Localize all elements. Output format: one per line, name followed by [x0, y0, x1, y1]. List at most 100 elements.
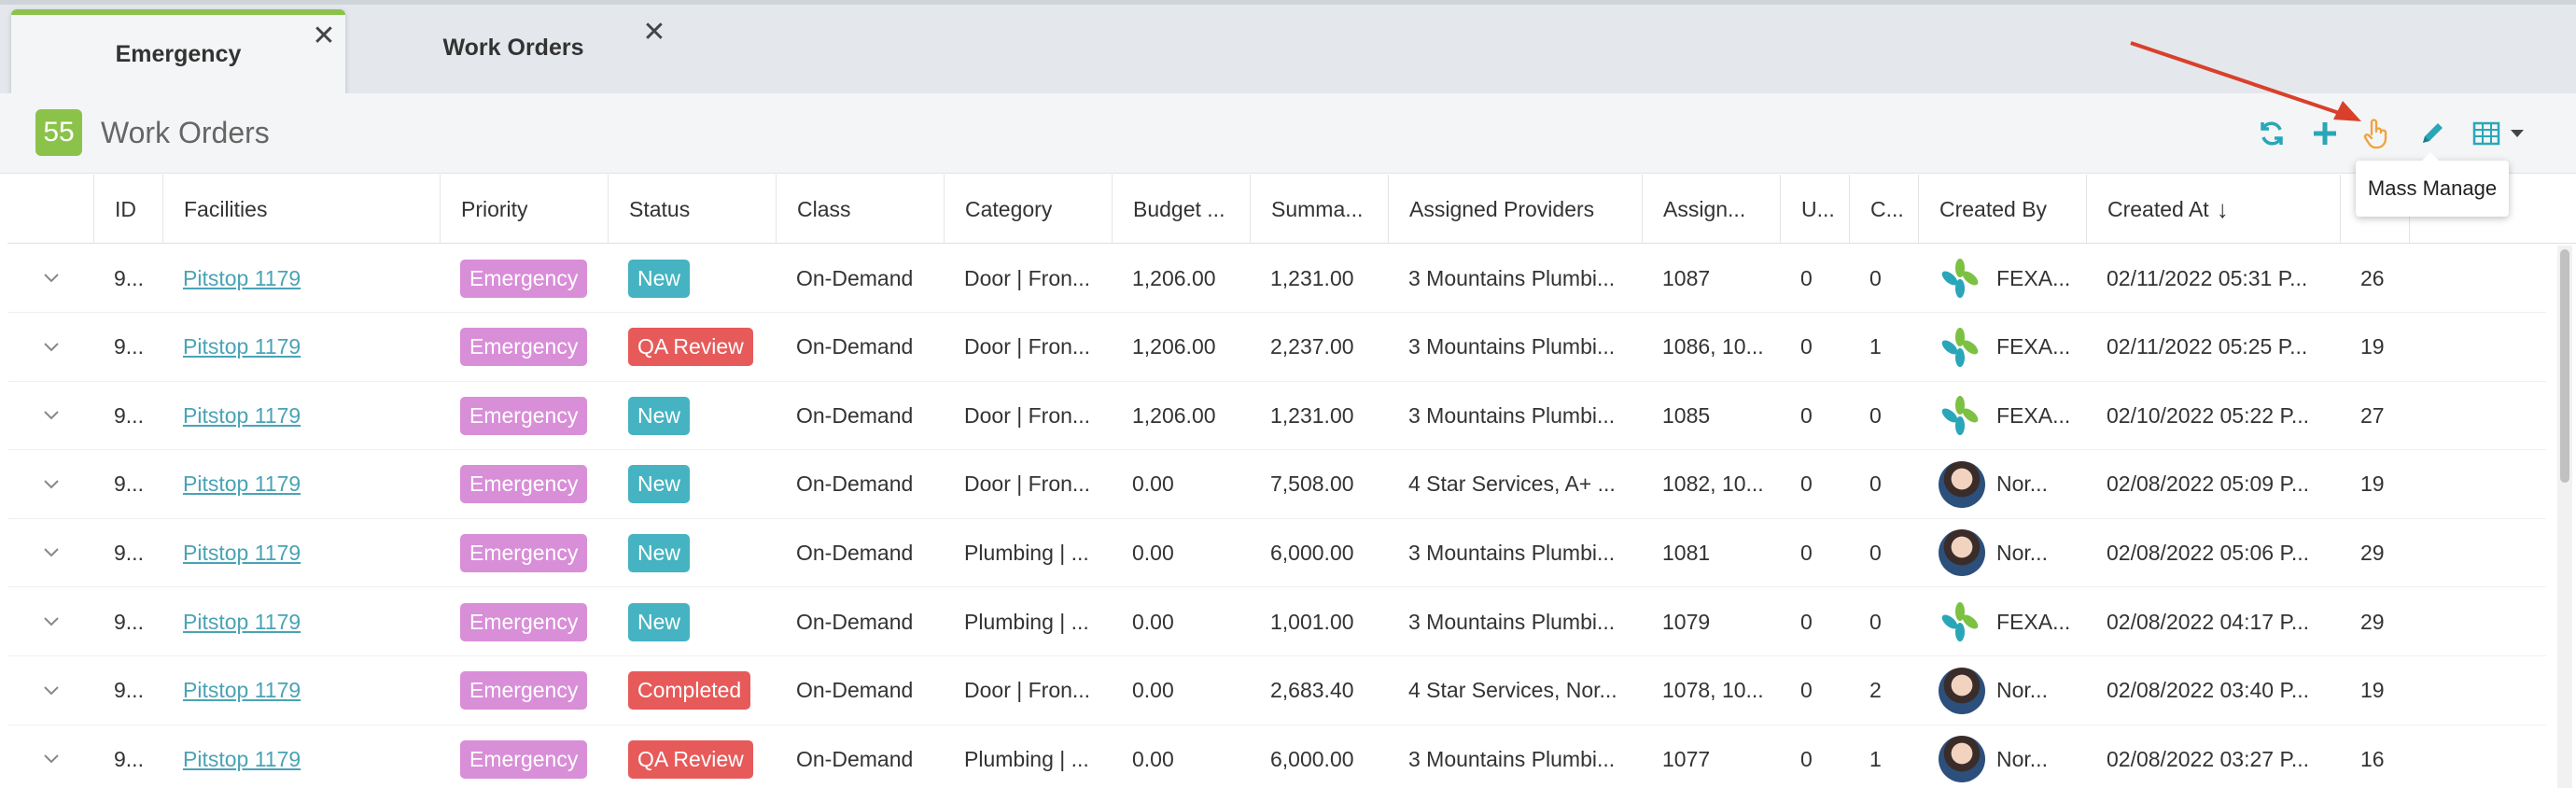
cell-id: 9... [114, 402, 144, 428]
grid-icon[interactable] [2471, 116, 2502, 151]
column-header-assign[interactable]: Assign... [1642, 175, 1780, 244]
facility-link[interactable]: Pitstop 1179 [183, 471, 301, 497]
facility-link[interactable]: Pitstop 1179 [183, 746, 301, 771]
plus-icon[interactable] [2307, 116, 2343, 151]
column-header-created-at[interactable]: Created At ↓ [2086, 175, 2340, 244]
chevron-down-icon[interactable] [7, 381, 93, 450]
cell-summary: 1,231.00 [1270, 265, 1354, 290]
chevron-down-icon[interactable] [7, 244, 93, 313]
table-row[interactable]: 9... Pitstop 1179 Emergency New On-Demand Doo… [7, 381, 2546, 451]
chevron-down-icon[interactable] [7, 313, 93, 382]
mass-manage-tooltip: Mass Manage [2356, 152, 2509, 217]
chevron-down-icon[interactable] [7, 656, 93, 725]
tab-work-orders[interactable]: Work Orders ✕ [373, 9, 666, 86]
tab-bar: Emergency ✕ Work Orders ✕ [0, 5, 2576, 93]
cell-d: 19 [2360, 471, 2385, 497]
column-header-budget[interactable]: Budget ... [1112, 175, 1250, 244]
cell-c: 1 [1869, 334, 1882, 359]
cell-priority: Emergency [440, 518, 608, 587]
facility-link[interactable]: Pitstop 1179 [183, 609, 301, 634]
cell-providers: 4 Star Services, A+ ... [1408, 471, 1616, 497]
tab-emergency[interactable]: Emergency ✕ [11, 9, 345, 93]
chevron-down-icon[interactable] [7, 450, 93, 519]
chevron-down-icon[interactable] [7, 518, 93, 587]
column-header-summary[interactable]: Summa... [1250, 175, 1388, 244]
cell-class: On-Demand [796, 402, 914, 428]
cell-priority: Emergency [440, 244, 608, 313]
cell-status: New [608, 518, 776, 587]
caret-down-icon[interactable] [2506, 116, 2528, 151]
cell-summary: 1,001.00 [1270, 609, 1354, 634]
table-row[interactable]: 9... Pitstop 1179 Emergency QA Review On-Dem… [7, 313, 2546, 382]
sort-down-icon[interactable]: ↓ [2216, 194, 2229, 223]
cell-summary: 2,237.00 [1270, 334, 1354, 359]
cell-providers: 3 Mountains Plumbi... [1408, 609, 1616, 634]
cell-u: 0 [1800, 746, 1813, 771]
cell-facility: Pitstop 1179 [162, 587, 440, 656]
table-row[interactable]: 9... Pitstop 1179 Emergency New On-Demand Plu… [7, 587, 2546, 656]
cell-priority: Emergency [440, 587, 608, 656]
hand-pointer-icon[interactable] [2359, 116, 2394, 151]
facility-link[interactable]: Pitstop 1179 [183, 265, 301, 290]
priority-badge: Emergency [460, 465, 588, 504]
cell-providers: 3 Mountains Plumbi... [1408, 334, 1616, 359]
cell-u: 0 [1800, 678, 1813, 703]
facility-link[interactable]: Pitstop 1179 [183, 334, 301, 359]
cell-category: Door | Fron... [964, 334, 1091, 359]
column-header-u[interactable]: U... [1780, 175, 1849, 244]
status-badge: New [628, 259, 691, 298]
cell-id: 9... [114, 609, 144, 634]
cell-created-at: 02/11/2022 05:31 P... [2107, 265, 2308, 290]
table-row[interactable]: 9... Pitstop 1179 Emergency QA Review On-Dem… [7, 725, 2546, 788]
cell-category: Plumbing | ... [964, 746, 1089, 771]
column-header-blank [2340, 175, 2409, 244]
column-header-created-by[interactable]: Created By [1918, 175, 2086, 244]
column-header-id[interactable]: ID [93, 175, 162, 244]
column-header-c[interactable]: C... [1849, 175, 1918, 244]
table-row[interactable]: 9... Pitstop 1179 Emergency New On-Demand Plu… [7, 518, 2546, 588]
fexa-logo-icon [1939, 326, 1981, 369]
cell-assign: 1087 [1662, 265, 1711, 290]
cell-created-by: Nor... [1918, 450, 2086, 519]
cell-c: 0 [1869, 471, 1882, 497]
facility-link[interactable]: Pitstop 1179 [183, 678, 301, 703]
count-badge: 55 [35, 109, 82, 156]
status-badge: Completed [628, 671, 751, 711]
creator-name: FEXA... [1996, 265, 2071, 290]
cell-budget: 0.00 [1132, 678, 1174, 703]
cell-assign: 1079 [1662, 609, 1711, 634]
chevron-down-icon[interactable] [7, 587, 93, 656]
table-row[interactable]: 9... Pitstop 1179 Emergency Completed On-Dem… [7, 656, 2546, 725]
close-icon[interactable]: ✕ [642, 17, 666, 48]
cell-facility: Pitstop 1179 [162, 244, 440, 313]
column-header-facilities[interactable]: Facilities [162, 175, 440, 244]
page-title: Work Orders [101, 116, 270, 149]
cell-c: 0 [1869, 609, 1882, 634]
chevron-down-icon[interactable] [7, 725, 93, 788]
close-icon[interactable]: ✕ [312, 21, 336, 51]
cell-assign: 1086, 10... [1662, 334, 1764, 359]
priority-badge: Emergency [460, 739, 588, 779]
facility-link[interactable]: Pitstop 1179 [183, 402, 301, 428]
cell-status: QA Review [608, 725, 776, 788]
cell-created-at: 02/08/2022 03:40 P... [2107, 678, 2309, 703]
cell-id: 9... [114, 334, 144, 359]
status-badge: New [628, 533, 691, 572]
cell-category: Plumbing | ... [964, 540, 1089, 565]
vertical-scrollbar[interactable] [2557, 246, 2572, 788]
column-header-priority[interactable]: Priority [440, 175, 608, 244]
pencil-icon[interactable] [2415, 116, 2450, 151]
scrollbar-thumb[interactable] [2560, 249, 2569, 483]
table-row[interactable]: 9... Pitstop 1179 Emergency New On-Demand Doo… [7, 244, 2546, 313]
refresh-icon[interactable] [2254, 116, 2289, 151]
cell-facility: Pitstop 1179 [162, 656, 440, 725]
table-row[interactable]: 9... Pitstop 1179 Emergency New On-Demand Doo… [7, 450, 2546, 519]
cell-assign: 1077 [1662, 746, 1711, 771]
column-header-assigned-providers[interactable]: Assigned Providers [1388, 175, 1642, 244]
column-header-status[interactable]: Status [608, 175, 776, 244]
cell-u: 0 [1800, 471, 1813, 497]
facility-link[interactable]: Pitstop 1179 [183, 540, 301, 565]
column-header-category[interactable]: Category [944, 175, 1112, 244]
column-header-class[interactable]: Class [776, 175, 944, 244]
creator-name: Nor... [1996, 746, 2048, 771]
